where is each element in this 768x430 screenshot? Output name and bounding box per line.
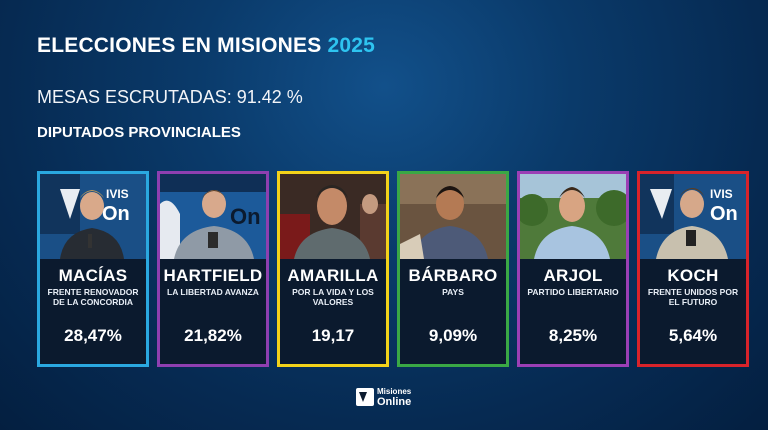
candidate-name: BÁRBARO bbox=[408, 266, 498, 285]
candidate-percentage: 5,64% bbox=[668, 326, 718, 345]
candidate-party: PARTIDO LIBERTARIO bbox=[527, 287, 619, 297]
logo-icon bbox=[356, 388, 374, 406]
svg-text:IVIS: IVIS bbox=[710, 187, 733, 201]
candidate-party: POR LA VIDA Y LOS VALORES bbox=[292, 287, 374, 307]
candidate-card: BÁRBARO PAYS 9,09% bbox=[397, 171, 509, 367]
candidate-photo: On bbox=[160, 174, 266, 259]
candidate-name: ARJOL bbox=[543, 266, 603, 285]
candidate-photo bbox=[280, 174, 386, 259]
svg-text:On: On bbox=[230, 204, 261, 229]
mesas-escrutadas: MESAS ESCRUTADAS: 91.42 % bbox=[37, 87, 303, 107]
section-heading: DIPUTADOS PROVINCIALES bbox=[37, 124, 241, 141]
candidate-party: FRENTE UNIDOS POR EL FUTURO bbox=[647, 287, 739, 307]
title-main: ELECCIONES EN MISIONES bbox=[37, 34, 322, 57]
candidate-name: HARTFIELD bbox=[163, 266, 263, 285]
candidate-percentage: 21,82% bbox=[184, 326, 242, 345]
page-title: ELECCIONES EN MISIONES 2025 bbox=[37, 34, 375, 58]
svg-text:On: On bbox=[710, 203, 738, 225]
candidate-card: AMARILLA POR LA VIDA Y LOS VALORES 19,17 bbox=[277, 171, 389, 367]
svg-text:IVIS: IVIS bbox=[106, 187, 129, 201]
logo-wordmark: Misiones Online bbox=[377, 387, 412, 408]
candidate-percentage: 9,09% bbox=[428, 326, 478, 345]
candidate-card: On HARTFIELD LA LIBERTAD AVANZA 21,82% bbox=[157, 171, 269, 367]
candidate-card: IVIS On KOCH FRENTE UNIDOS POR EL FUTURO… bbox=[637, 171, 749, 367]
misiones-online-logo: Misiones Online bbox=[356, 386, 411, 408]
svg-text:On: On bbox=[102, 203, 130, 225]
candidate-photo bbox=[400, 174, 506, 259]
candidate-name: MACÍAS bbox=[58, 266, 128, 285]
candidate-party: PAYS bbox=[442, 287, 464, 297]
candidate-card: IVIS On MACÍAS FRENTE RENOVADOR DE LA CO… bbox=[37, 171, 149, 367]
candidate-party: LA LIBERTAD AVANZA bbox=[167, 287, 259, 297]
candidate-card: ARJOL PARTIDO LIBERTARIO 8,25% bbox=[517, 171, 629, 367]
logo-line2: Online bbox=[377, 396, 412, 408]
candidate-name: AMARILLA bbox=[287, 266, 379, 285]
candidate-percentage: 19,17 bbox=[311, 326, 355, 345]
candidate-percentage: 8,25% bbox=[548, 326, 598, 345]
candidate-photo bbox=[520, 174, 626, 259]
candidate-photo: IVIS On bbox=[640, 174, 746, 259]
candidate-photo: IVIS On bbox=[40, 174, 146, 259]
logo-line1: Misiones bbox=[377, 387, 412, 396]
candidate-percentage: 28,47% bbox=[64, 326, 122, 345]
candidate-name: KOCH bbox=[667, 266, 719, 285]
candidate-party: FRENTE RENOVADOR DE LA CONCORDIA bbox=[47, 287, 139, 307]
title-year: 2025 bbox=[327, 34, 376, 57]
